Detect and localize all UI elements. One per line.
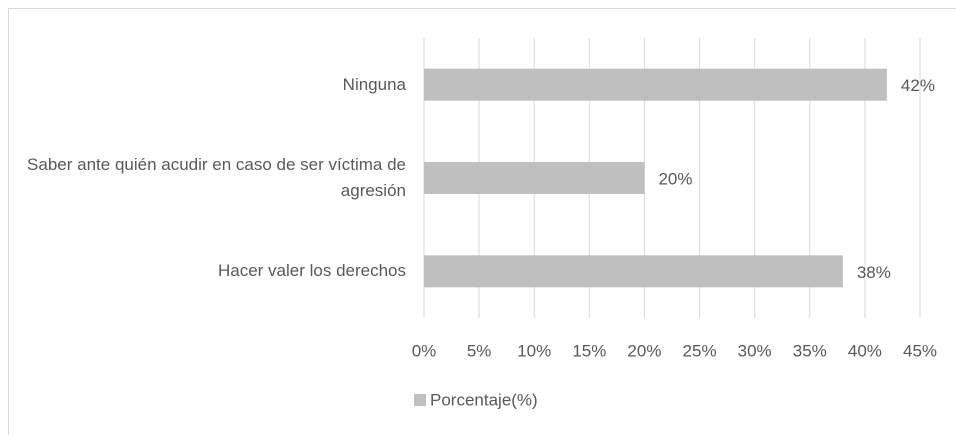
x-tick-label: 30% (738, 341, 772, 360)
bar (424, 255, 843, 288)
legend-label: Porcentaje(%) (430, 390, 538, 409)
bar (424, 68, 887, 101)
y-tick-label: Saber ante quién acudir en caso de ser v… (27, 155, 406, 200)
data-label: 42% (901, 76, 935, 95)
legend-swatch (414, 394, 426, 406)
data-label: 38% (857, 263, 891, 282)
chart-frame (8, 8, 956, 435)
x-tick-label: 15% (572, 341, 606, 360)
x-tick-label: 20% (627, 341, 661, 360)
x-tick-label: 5% (467, 341, 492, 360)
x-tick-label: 25% (683, 341, 717, 360)
bar (424, 162, 645, 194)
x-tick-label: 0% (412, 341, 437, 360)
data-label: 20% (658, 169, 692, 188)
x-tick-label: 40% (848, 341, 882, 360)
y-tick-label: Ninguna (342, 74, 406, 94)
x-tick-label: 45% (903, 341, 937, 360)
y-tick-label: Hacer valer los derechos (217, 261, 406, 281)
x-tick-label: 35% (793, 341, 827, 360)
x-tick-label: 10% (517, 341, 551, 360)
